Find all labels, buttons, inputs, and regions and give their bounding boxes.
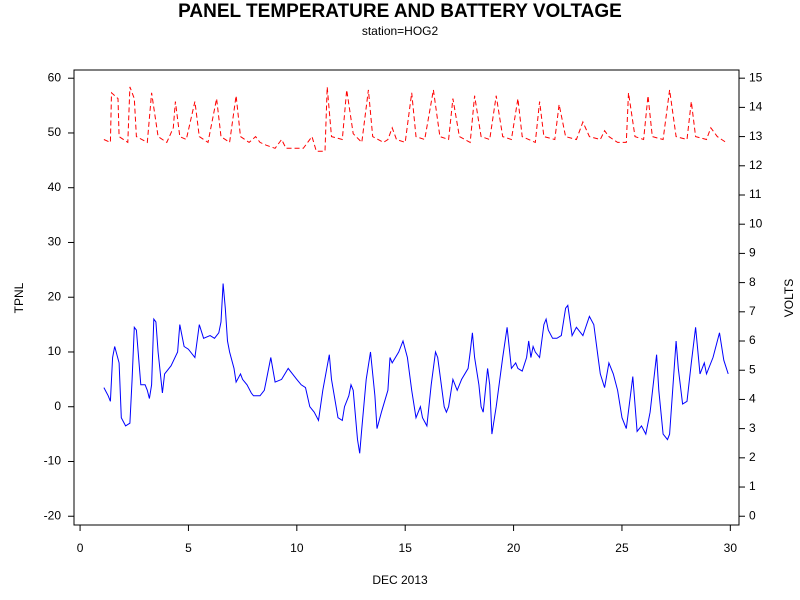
y-tick-label: 10	[48, 344, 62, 358]
y-tick-label: -20	[44, 508, 62, 522]
x-tick-label: 20	[507, 541, 521, 555]
y2-tick-label: 3	[749, 421, 756, 435]
plot-frame	[73, 69, 740, 526]
y2-tick-label: 13	[749, 129, 763, 143]
x-tick-label: 25	[615, 541, 629, 555]
y2-tick-label: 11	[749, 187, 762, 201]
y2-tick-label: 5	[749, 362, 756, 376]
x-tick-label: 0	[77, 541, 84, 555]
y2-tick-label: 12	[749, 158, 763, 172]
y-tick-label: 40	[48, 180, 62, 194]
series-line	[103, 86, 727, 152]
x-tick-label: 30	[724, 541, 738, 555]
y2-tick-label: 6	[749, 333, 756, 347]
y2-tick-label: 14	[749, 100, 763, 114]
y2-tick-label: 2	[749, 450, 756, 464]
x-axis-label: DEC 2013	[372, 573, 428, 587]
chart-subtitle: station=HOG2	[362, 24, 439, 38]
y-tick-label: 50	[48, 125, 62, 139]
y2-axis-label: VOLTS	[782, 279, 796, 317]
y2-tick-label: 9	[749, 246, 756, 260]
x-tick-label: 5	[185, 541, 192, 555]
y-axis-label: TPNL	[12, 282, 26, 313]
x-tick-label: 10	[290, 541, 304, 555]
y2-tick-label: 0	[749, 508, 756, 522]
y2-tick-label: 10	[749, 216, 763, 230]
y-tick-label: -10	[44, 454, 62, 468]
y2-tick-label: 15	[749, 70, 763, 84]
y-tick-label: 30	[48, 235, 62, 249]
y-tick-label: 60	[48, 70, 62, 84]
y2-tick-label: 4	[749, 392, 756, 406]
x-tick-label: 15	[399, 541, 413, 555]
y2-tick-label: 7	[749, 304, 756, 318]
series-line	[103, 283, 729, 454]
chart-title: PANEL TEMPERATURE AND BATTERY VOLTAGE	[178, 1, 622, 22]
y2-tick-label: 1	[749, 479, 756, 493]
y-tick-label: 20	[48, 289, 62, 303]
y-tick-label: 0	[54, 399, 61, 413]
y2-tick-label: 8	[749, 275, 756, 289]
